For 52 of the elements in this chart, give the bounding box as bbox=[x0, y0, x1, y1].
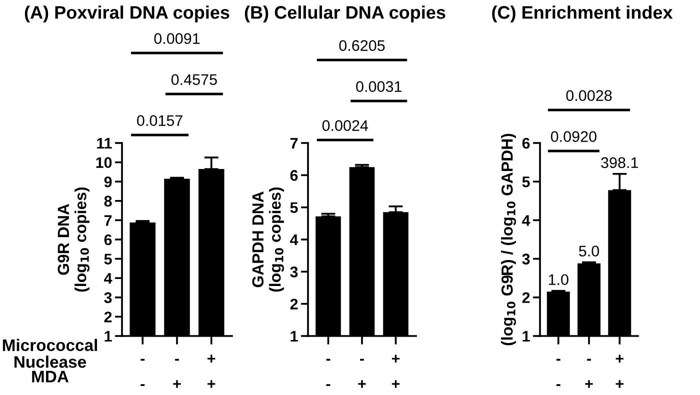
y-tick-label: 6 bbox=[104, 234, 112, 246]
x-tick-label: + + bbox=[392, 354, 400, 388]
y-tick-label: 6 bbox=[290, 170, 298, 181]
y-tick-label: 7 bbox=[290, 138, 298, 149]
y-tick-label: 6 bbox=[522, 138, 530, 149]
y-tick-label: 4 bbox=[290, 234, 298, 246]
chart-title: (A) Poxviral DNA copies bbox=[24, 6, 230, 22]
annotation: 398.1 bbox=[601, 157, 638, 168]
category-label: - - bbox=[556, 358, 560, 386]
text: 0.6205 bbox=[339, 40, 385, 51]
y-tick-label: 2 bbox=[522, 292, 530, 303]
chart-title: (B) Cellular DNA copies bbox=[244, 6, 446, 22]
y-tick-label: 7 bbox=[104, 215, 112, 226]
category-label: - - bbox=[140, 358, 145, 386]
y-tick-label: 11 bbox=[97, 138, 112, 149]
category-label: - + bbox=[585, 358, 593, 388]
y-tick-label: 5 bbox=[290, 202, 298, 214]
x-tick-label: + + bbox=[208, 354, 216, 388]
y-tick-label: 5 bbox=[522, 176, 530, 188]
y-axis-title: (log$_{10}$ G9R) / (log$_{10}$ GAPDH) bbox=[501, 134, 516, 346]
y-tick-label: 4 bbox=[104, 273, 112, 284]
y-tick-label: 4 bbox=[522, 215, 530, 226]
annotation: 1.0 bbox=[548, 274, 568, 286]
y-tick-label: 2 bbox=[290, 298, 298, 310]
text: 0.0031 bbox=[356, 81, 402, 92]
category-label: - + bbox=[358, 358, 366, 388]
chart-title: (C) Enrichment index bbox=[492, 6, 673, 22]
y-tick-label: 3 bbox=[290, 266, 298, 278]
text: 0.0028 bbox=[566, 90, 612, 101]
x-tick-label: + + bbox=[616, 354, 624, 388]
y-tick-label: 1 bbox=[290, 331, 298, 342]
y-tick-label: 5 bbox=[104, 254, 112, 264]
y-axis-title: GAPDH DNA (log$_{10}$ copies) bbox=[252, 187, 284, 292]
y-tick-label: 3 bbox=[522, 254, 530, 265]
y-tick-label: 9 bbox=[104, 176, 112, 188]
text: 0.0091 bbox=[154, 33, 200, 44]
category-label: - + bbox=[173, 358, 181, 388]
text: MDA bbox=[32, 370, 69, 382]
y-axis-title: G9R DNA (log$_{10}$ copies) bbox=[58, 187, 90, 292]
y-tick-label: 2 bbox=[104, 312, 112, 322]
text: 0.4575 bbox=[171, 74, 217, 85]
y-tick-label: 1 bbox=[104, 331, 112, 342]
annotation: 5.0 bbox=[578, 246, 600, 256]
text: 0.0024 bbox=[322, 120, 368, 131]
y-tick-label: 3 bbox=[104, 292, 112, 304]
category-label: - - bbox=[326, 358, 330, 386]
text: Micrococcal Nuclease bbox=[2, 338, 97, 368]
y-tick-label: 1 bbox=[522, 331, 530, 342]
y-tick-label: 8 bbox=[104, 196, 112, 207]
text: 0.0157 bbox=[137, 115, 182, 126]
text: 0.0920 bbox=[550, 131, 596, 142]
y-tick-label: 10 bbox=[96, 157, 112, 168]
